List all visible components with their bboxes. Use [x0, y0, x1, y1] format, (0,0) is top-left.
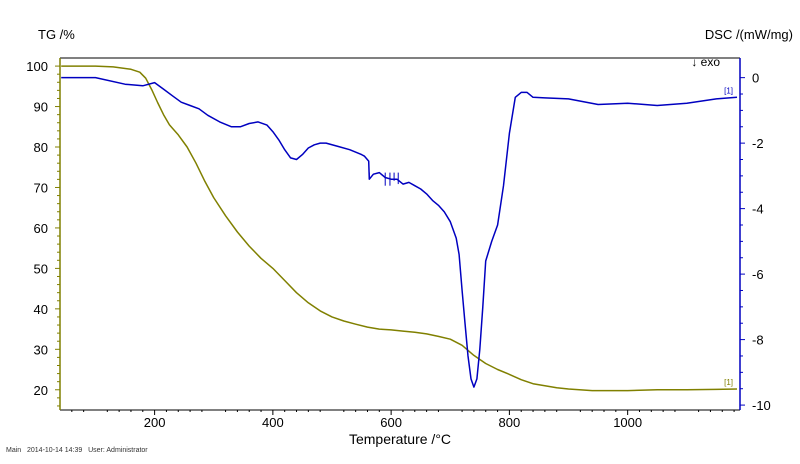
right-tick-label: -2: [752, 136, 764, 151]
x-tick-label: 800: [499, 415, 521, 430]
tg-series-label: [1]: [724, 378, 733, 387]
x-tick-label: 200: [144, 415, 166, 430]
left-tick-label: 40: [34, 302, 48, 317]
exo-annotation: ↓ exo: [691, 55, 720, 69]
left-axis-label: TG /%: [38, 27, 75, 42]
left-tick-label: 100: [26, 59, 48, 74]
left-tick-label: 50: [34, 261, 48, 276]
tg-curve: [61, 65, 738, 392]
series-layer: [1] [1]: [61, 65, 738, 392]
dsc-curve: [61, 76, 738, 388]
right-tick-label: -8: [752, 333, 764, 348]
x-tick-label: 400: [262, 415, 284, 430]
left-tick-label: 30: [34, 342, 48, 357]
right-tick-label: -4: [752, 202, 764, 217]
x-axis-label: Temperature /°C: [349, 431, 451, 447]
right-tick-label: -10: [752, 398, 771, 413]
x-axis-ticks: 200 400 600 800 1000: [71, 410, 735, 430]
left-tick-label: 70: [34, 180, 48, 195]
right-tick-label: -6: [752, 267, 764, 282]
x-tick-label: 1000: [613, 415, 642, 430]
x-tick-label: 600: [380, 415, 402, 430]
footer-status-text: Main 2014-10-14 14:39 User: Administrato…: [6, 447, 148, 454]
left-tick-label: 80: [34, 140, 48, 155]
right-axis-ticks: -10 -8 -6 -4 -2 0: [740, 71, 771, 413]
left-tick-label: 90: [34, 100, 48, 115]
left-tick-label: 60: [34, 221, 48, 236]
left-tick-label: 20: [34, 383, 48, 398]
left-axis-ticks: 20 30 40 50 60 70 80 90 100: [26, 59, 60, 407]
right-axis-label: DSC /(mW/mg): [705, 27, 793, 42]
dsc-series-label: [1]: [724, 86, 733, 95]
right-tick-label: 0: [752, 71, 759, 86]
